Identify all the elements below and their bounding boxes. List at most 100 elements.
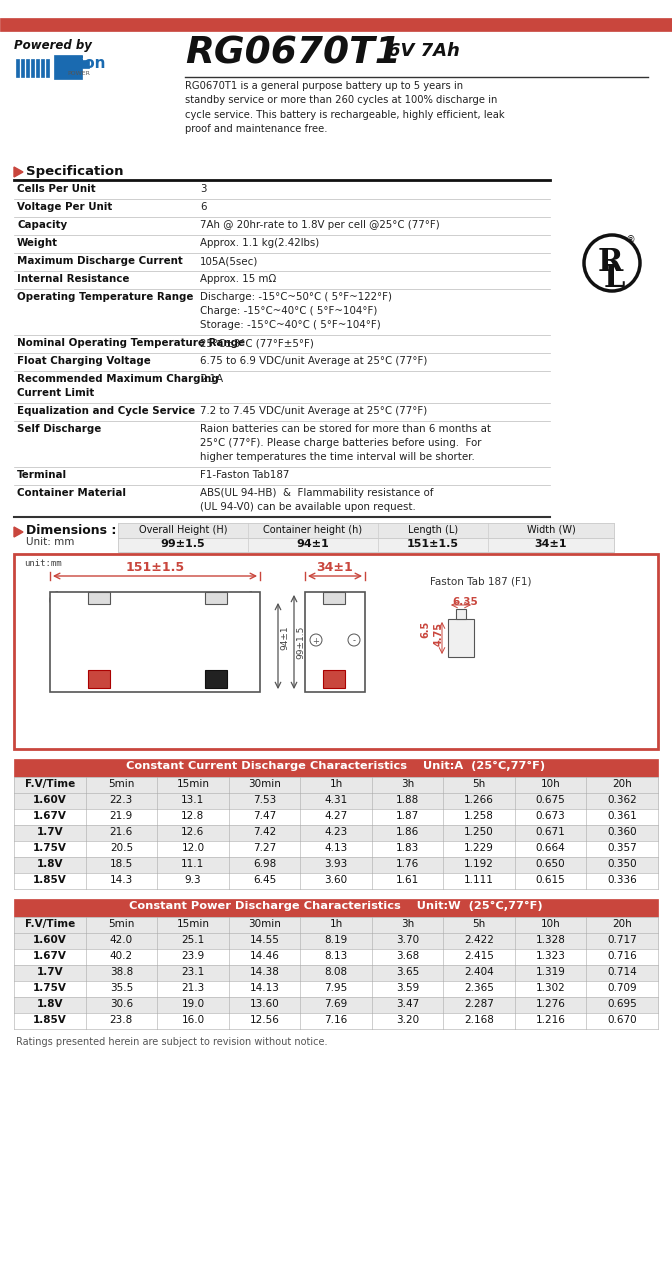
Text: 21.3: 21.3 — [181, 983, 204, 993]
Bar — [14, 180, 550, 198]
Text: Approx. 15 mΩ: Approx. 15 mΩ — [200, 274, 276, 284]
Text: 0.671: 0.671 — [536, 827, 566, 837]
Text: +: + — [312, 636, 319, 645]
Text: Discharge: -15°C~50°C ( 5°F~122°F)
Charge: -15°C~40°C ( 5°F~104°F)
Storage: -15°: Discharge: -15°C~50°C ( 5°F~122°F) Charg… — [200, 292, 392, 330]
Text: 0.714: 0.714 — [607, 966, 637, 977]
Text: 1.8V: 1.8V — [36, 859, 63, 869]
Text: 18.5: 18.5 — [110, 859, 133, 869]
Text: 1.229: 1.229 — [464, 844, 494, 852]
Bar — [88, 591, 110, 604]
Text: F.V/Time: F.V/Time — [25, 780, 75, 788]
Text: 4.75: 4.75 — [434, 622, 444, 646]
Text: 7.16: 7.16 — [325, 1015, 347, 1025]
Bar — [14, 554, 658, 749]
Text: Specification: Specification — [26, 165, 124, 178]
Text: 25.1: 25.1 — [181, 934, 204, 945]
Bar — [14, 809, 658, 826]
Text: Constant Power Discharge Characteristics    Unit:W  (25°C,77°F): Constant Power Discharge Characteristics… — [129, 901, 543, 911]
Text: 7.27: 7.27 — [253, 844, 276, 852]
Bar — [118, 524, 614, 538]
Text: 0.709: 0.709 — [607, 983, 637, 993]
Text: 0.670: 0.670 — [607, 1015, 637, 1025]
Text: 16.0: 16.0 — [181, 1015, 204, 1025]
Bar — [323, 591, 345, 604]
Text: 21.6: 21.6 — [110, 827, 133, 837]
Bar — [14, 933, 658, 948]
Text: 2.168: 2.168 — [464, 1015, 494, 1025]
Text: Maximum Discharge Current: Maximum Discharge Current — [17, 256, 183, 266]
Text: 5h: 5h — [472, 780, 486, 788]
Bar — [82, 60, 89, 68]
Text: 30.6: 30.6 — [110, 998, 133, 1009]
Text: 1.302: 1.302 — [536, 983, 566, 993]
Text: 1.250: 1.250 — [464, 827, 494, 837]
Bar — [14, 759, 658, 777]
Text: 20h: 20h — [612, 780, 632, 788]
Text: Terminal: Terminal — [17, 470, 67, 480]
Text: 34±1: 34±1 — [535, 539, 567, 549]
Text: 1.67V: 1.67V — [33, 951, 67, 961]
Text: 105A(5sec): 105A(5sec) — [200, 256, 258, 266]
Text: 7Ah @ 20hr-rate to 1.8V per cell @25°C (77°F): 7Ah @ 20hr-rate to 1.8V per cell @25°C (… — [200, 220, 439, 230]
Text: 3.65: 3.65 — [396, 966, 419, 977]
Text: 3.20: 3.20 — [396, 1015, 419, 1025]
Text: L: L — [604, 262, 626, 294]
Text: 7.69: 7.69 — [325, 998, 347, 1009]
Text: 21.9: 21.9 — [110, 812, 133, 820]
Text: Operating Temperature Range: Operating Temperature Range — [17, 292, 194, 302]
Text: Unit: mm: Unit: mm — [26, 538, 75, 547]
Text: 3h: 3h — [401, 919, 414, 929]
Bar — [26, 59, 29, 77]
Text: 14.55: 14.55 — [249, 934, 280, 945]
Text: Float Charging Voltage: Float Charging Voltage — [17, 356, 151, 366]
Bar — [14, 198, 550, 218]
Text: 4.27: 4.27 — [325, 812, 347, 820]
Text: Equalization and Cycle Service: Equalization and Cycle Service — [17, 406, 195, 416]
Text: 0.336: 0.336 — [607, 876, 637, 884]
Text: 0.675: 0.675 — [536, 795, 566, 805]
Text: 12.0: 12.0 — [181, 844, 204, 852]
Text: 6V 7Ah: 6V 7Ah — [388, 42, 460, 60]
Text: Length (L): Length (L) — [408, 525, 458, 535]
Text: 99±1.5: 99±1.5 — [296, 626, 305, 659]
Bar — [14, 218, 550, 236]
Text: 1.83: 1.83 — [396, 844, 419, 852]
Text: Internal Resistance: Internal Resistance — [17, 274, 130, 284]
Text: 30min: 30min — [248, 780, 281, 788]
Text: Constant Current Discharge Characteristics    Unit:A  (25°C,77°F): Constant Current Discharge Characteristi… — [126, 762, 546, 771]
Text: 12.8: 12.8 — [181, 812, 204, 820]
Text: 4.13: 4.13 — [325, 844, 347, 852]
Text: 0.350: 0.350 — [607, 859, 637, 869]
Text: Approx. 1.1 kg(2.42lbs): Approx. 1.1 kg(2.42lbs) — [200, 238, 319, 248]
Bar — [14, 271, 550, 289]
Text: Container height (h): Container height (h) — [263, 525, 363, 535]
Text: 1.86: 1.86 — [396, 827, 419, 837]
Bar — [14, 335, 550, 353]
Bar — [14, 485, 550, 517]
Text: 1.192: 1.192 — [464, 859, 494, 869]
Text: Self Discharge: Self Discharge — [17, 424, 101, 434]
Bar — [14, 794, 658, 809]
Bar — [14, 1012, 658, 1029]
Bar — [14, 858, 658, 873]
Text: 0.716: 0.716 — [607, 951, 637, 961]
Text: 8.08: 8.08 — [325, 966, 347, 977]
Text: Raion: Raion — [58, 56, 106, 70]
Text: 3h: 3h — [401, 780, 414, 788]
Bar — [50, 591, 260, 692]
Bar — [14, 467, 550, 485]
Text: 0.673: 0.673 — [536, 812, 566, 820]
Text: 3.70: 3.70 — [396, 934, 419, 945]
Bar — [205, 669, 227, 689]
Text: 6.45: 6.45 — [253, 876, 276, 884]
Text: Voltage Per Unit: Voltage Per Unit — [17, 202, 112, 212]
Text: 10h: 10h — [541, 780, 560, 788]
Bar — [14, 403, 550, 421]
Bar — [54, 55, 82, 79]
Text: 3.59: 3.59 — [396, 983, 419, 993]
Text: R: R — [598, 247, 624, 278]
Text: 1.266: 1.266 — [464, 795, 494, 805]
Bar — [305, 591, 365, 692]
Text: 12.6: 12.6 — [181, 827, 204, 837]
Bar — [46, 59, 49, 77]
